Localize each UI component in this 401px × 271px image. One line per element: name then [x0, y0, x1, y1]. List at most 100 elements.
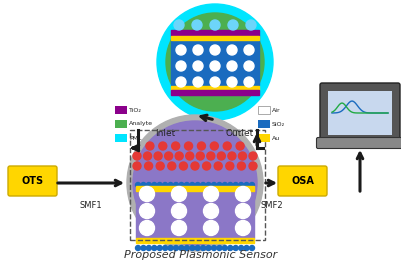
Circle shape — [211, 182, 217, 188]
Circle shape — [141, 182, 146, 188]
Circle shape — [203, 204, 219, 218]
Circle shape — [217, 152, 225, 160]
Circle shape — [246, 20, 256, 30]
Circle shape — [214, 162, 222, 170]
Circle shape — [211, 142, 218, 150]
Circle shape — [193, 45, 203, 55]
Text: Outlet: Outlet — [226, 129, 254, 138]
Bar — [115, 106, 127, 114]
Circle shape — [210, 20, 220, 30]
Text: SMF2: SMF2 — [260, 201, 283, 210]
Text: Proposed Plasmonic Sensor: Proposed Plasmonic Sensor — [124, 250, 277, 260]
Circle shape — [228, 20, 238, 30]
Circle shape — [186, 152, 194, 160]
Circle shape — [157, 4, 273, 120]
Circle shape — [133, 152, 141, 160]
Circle shape — [211, 246, 217, 250]
Circle shape — [210, 45, 220, 55]
Circle shape — [237, 162, 245, 170]
Circle shape — [249, 246, 255, 250]
Circle shape — [163, 246, 168, 250]
Circle shape — [233, 182, 238, 188]
Text: SiO₂: SiO₂ — [272, 121, 285, 127]
Circle shape — [249, 162, 257, 170]
Circle shape — [145, 162, 153, 170]
Text: Air: Air — [272, 108, 281, 112]
Circle shape — [227, 45, 237, 55]
Bar — [171, 35, 259, 85]
FancyBboxPatch shape — [278, 166, 327, 196]
Circle shape — [195, 182, 200, 188]
Circle shape — [244, 61, 254, 71]
Circle shape — [235, 186, 251, 202]
Circle shape — [236, 142, 244, 150]
Circle shape — [174, 20, 184, 30]
Circle shape — [235, 204, 251, 218]
Text: OSA: OSA — [291, 176, 314, 186]
Circle shape — [227, 61, 237, 71]
Circle shape — [206, 182, 211, 188]
Circle shape — [133, 162, 141, 170]
Circle shape — [174, 246, 178, 250]
Bar — [115, 120, 127, 128]
Bar — [130, 130, 265, 240]
Circle shape — [249, 182, 255, 188]
Circle shape — [156, 162, 164, 170]
Circle shape — [192, 20, 202, 30]
Circle shape — [184, 142, 192, 150]
Circle shape — [193, 77, 203, 87]
Circle shape — [195, 246, 200, 250]
Circle shape — [184, 246, 189, 250]
Circle shape — [172, 204, 186, 218]
Circle shape — [166, 13, 264, 111]
Bar — [171, 36, 259, 40]
Circle shape — [217, 246, 222, 250]
Circle shape — [228, 182, 233, 188]
Circle shape — [176, 77, 186, 87]
Circle shape — [207, 152, 215, 160]
Circle shape — [249, 152, 257, 160]
Circle shape — [190, 182, 195, 188]
Circle shape — [168, 162, 176, 170]
Circle shape — [168, 246, 173, 250]
Bar — [136, 186, 254, 191]
Circle shape — [163, 182, 168, 188]
Circle shape — [200, 246, 206, 250]
Circle shape — [191, 162, 199, 170]
Circle shape — [193, 61, 203, 71]
Circle shape — [239, 182, 244, 188]
Circle shape — [244, 45, 254, 55]
Text: Inlet: Inlet — [155, 129, 175, 138]
Circle shape — [233, 246, 238, 250]
Circle shape — [152, 182, 157, 188]
FancyBboxPatch shape — [320, 83, 400, 142]
Circle shape — [196, 152, 204, 160]
Circle shape — [179, 246, 184, 250]
Circle shape — [239, 246, 244, 250]
Circle shape — [244, 182, 249, 188]
Bar — [171, 30, 259, 35]
Circle shape — [172, 221, 186, 235]
Text: Analyte: Analyte — [129, 121, 153, 127]
Circle shape — [184, 182, 189, 188]
Circle shape — [172, 186, 186, 202]
Text: SMF1: SMF1 — [80, 201, 102, 210]
Circle shape — [146, 246, 151, 250]
Circle shape — [140, 221, 154, 235]
Circle shape — [136, 246, 140, 250]
Circle shape — [157, 246, 162, 250]
Text: TiO₂: TiO₂ — [129, 108, 142, 112]
Text: Au: Au — [272, 136, 280, 140]
Circle shape — [203, 162, 211, 170]
Circle shape — [133, 121, 257, 245]
Bar — [258, 120, 270, 128]
Circle shape — [228, 152, 236, 160]
Bar — [171, 90, 259, 95]
Circle shape — [228, 246, 233, 250]
Bar — [136, 238, 254, 243]
Circle shape — [154, 152, 162, 160]
Circle shape — [244, 77, 254, 87]
Text: PML: PML — [129, 136, 142, 140]
Circle shape — [168, 182, 173, 188]
Circle shape — [226, 162, 234, 170]
